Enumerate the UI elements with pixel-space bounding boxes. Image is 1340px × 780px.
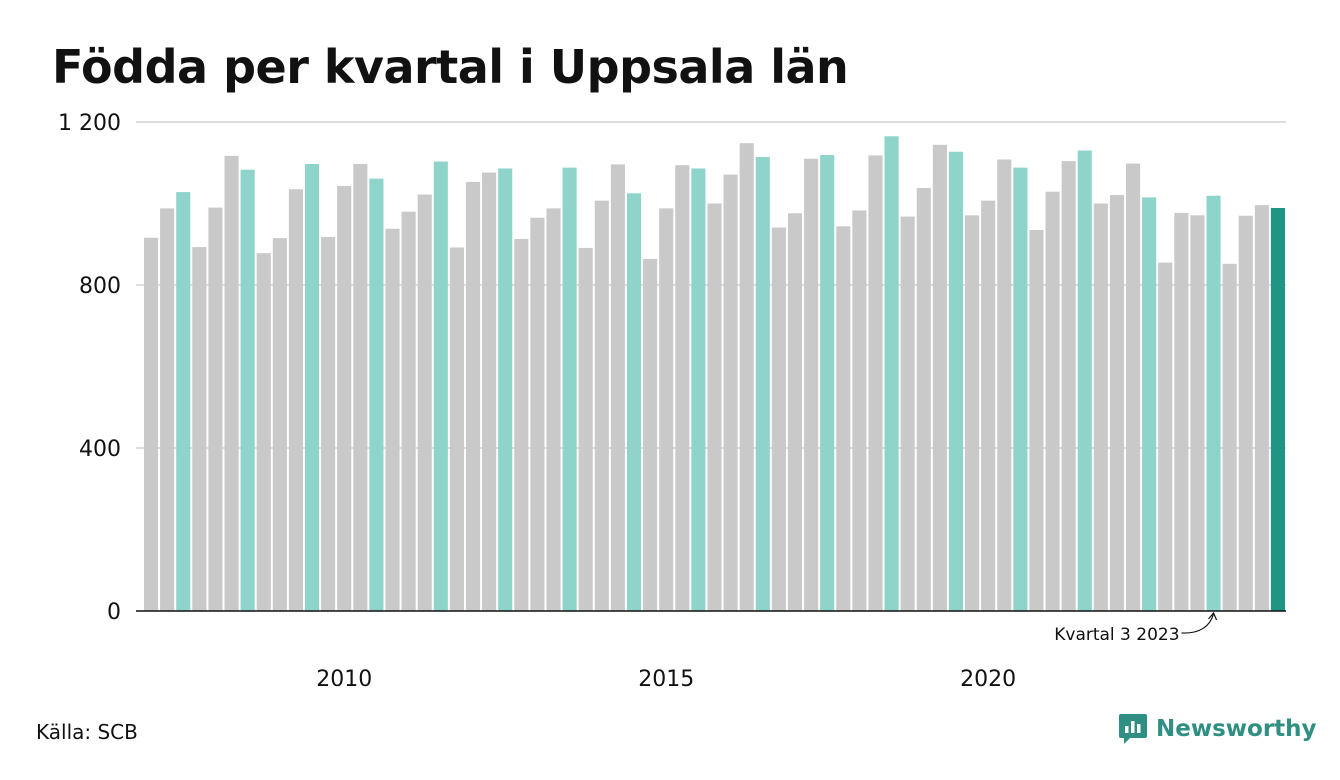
bar-2023-q3 — [1206, 195, 1221, 611]
bar-2014-q1 — [594, 200, 609, 611]
bar-2012-q1 — [465, 181, 481, 611]
bar-2023-q4 — [1222, 263, 1237, 611]
bar-2011-q1 — [401, 211, 416, 611]
bar-2021-q1 — [1045, 191, 1060, 611]
bar-2018-q3 — [884, 136, 899, 611]
bar-2012-q4 — [514, 238, 529, 611]
bar-2014-q3 — [626, 193, 642, 611]
bar-2014-q2 — [610, 164, 625, 611]
bar-2022-q1 — [1109, 194, 1125, 611]
bar-2010-q3 — [369, 178, 384, 611]
bar-2016-q1 — [723, 174, 738, 611]
bar-chart: 0 400 800 1 200 2010 2015 2020 Kvartal 3 2023 — [58, 111, 1286, 692]
bar-2012-q3 — [498, 168, 513, 611]
y-tick-label: 400 — [79, 437, 121, 462]
bar-2012-q2 — [482, 172, 497, 611]
bar-2020-q2 — [997, 159, 1012, 612]
x-tick-label: 2015 — [638, 667, 694, 692]
bar-2015-q1 — [659, 208, 674, 611]
bar-2008-q1 — [208, 207, 223, 611]
bar-2007-q4 — [192, 247, 207, 612]
bar-2011-q3 — [433, 161, 448, 611]
bar-2022-q2 — [1126, 163, 1141, 611]
bars — [144, 136, 1285, 612]
brand-name: Newsworthy — [1156, 716, 1317, 742]
bar-2011-q4 — [449, 247, 464, 611]
y-tick-label: 0 — [107, 600, 121, 625]
annotation-label: Kvartal 3 2023 — [1054, 625, 1179, 645]
newsworthy-logo: Newsworthy — [1118, 712, 1317, 746]
bar-2007-q1 — [144, 237, 159, 612]
source-label: Källa: SCB — [36, 720, 138, 744]
bar-2024-q2 — [1254, 205, 1269, 611]
bar-2010-q4 — [385, 228, 400, 611]
bar-2009-q2 — [288, 189, 303, 612]
bar-2019-q2 — [932, 144, 947, 611]
bar-2008-q4 — [256, 253, 271, 611]
bar-2017-q3 — [820, 155, 835, 611]
bar-2016-q2 — [739, 143, 754, 611]
bar-2009-q1 — [272, 238, 287, 611]
bar-2007-q3 — [176, 192, 191, 611]
bar-2008-q3 — [240, 169, 255, 612]
bar-2017-q2 — [804, 158, 819, 612]
bar-2009-q3 — [304, 163, 320, 611]
x-tick-label: 2010 — [316, 667, 372, 692]
bar-2010-q2 — [353, 163, 368, 611]
bar-2023-q2 — [1190, 215, 1205, 611]
bar-2019-q1 — [916, 188, 931, 611]
bar-2019-q3 — [948, 151, 964, 611]
bar-2015-q4 — [707, 203, 722, 611]
annotation-arrowhead — [1208, 611, 1218, 621]
bar-2020-q4 — [1029, 229, 1044, 612]
bar-2014-q4 — [643, 258, 658, 611]
bar-2013-q2 — [546, 208, 561, 611]
newsworthy-logo-icon — [1119, 714, 1147, 744]
axes: 0 400 800 1 200 2010 2015 2020 Kvartal 3 2023 — [58, 111, 1286, 692]
bar-2017-q1 — [787, 213, 803, 611]
bar-2010-q1 — [337, 185, 352, 612]
x-tick-label: 2020 — [960, 667, 1016, 692]
bar-2011-q2 — [417, 194, 432, 611]
bar-2016-q3 — [755, 157, 770, 612]
bar-2013-q1 — [530, 217, 545, 611]
bar-2016-q4 — [771, 227, 786, 612]
bar-2018-q4 — [900, 216, 915, 612]
bar-2023-q1 — [1174, 212, 1189, 611]
bar-2020-q3 — [1013, 167, 1028, 611]
bar-2018-q1 — [852, 210, 867, 612]
bar-2020-q1 — [981, 200, 996, 611]
bar-2007-q2 — [160, 208, 175, 611]
bar-2018-q2 — [868, 155, 883, 612]
bar-2019-q4 — [965, 215, 980, 611]
bar-2024-q1 — [1238, 215, 1253, 611]
bar-2013-q4 — [578, 247, 593, 612]
bar-2013-q3 — [562, 167, 577, 611]
bar-2024-q3 — [1270, 207, 1285, 612]
chart-title: Födda per kvartal i Uppsala län — [52, 40, 849, 94]
bar-2022-q4 — [1158, 262, 1173, 611]
bar-2015-q2 — [675, 165, 690, 611]
y-tick-label: 1 200 — [58, 111, 121, 136]
bar-2009-q4 — [321, 236, 336, 612]
bar-2022-q3 — [1142, 197, 1157, 611]
bar-2008-q2 — [224, 155, 239, 611]
annotation-arrow — [1181, 613, 1215, 634]
y-tick-label: 800 — [79, 274, 121, 299]
bar-2015-q3 — [691, 168, 706, 611]
bar-2021-q2 — [1061, 161, 1076, 611]
bar-2021-q3 — [1077, 150, 1092, 611]
bar-2021-q4 — [1093, 203, 1108, 611]
bar-2017-q4 — [836, 226, 851, 611]
